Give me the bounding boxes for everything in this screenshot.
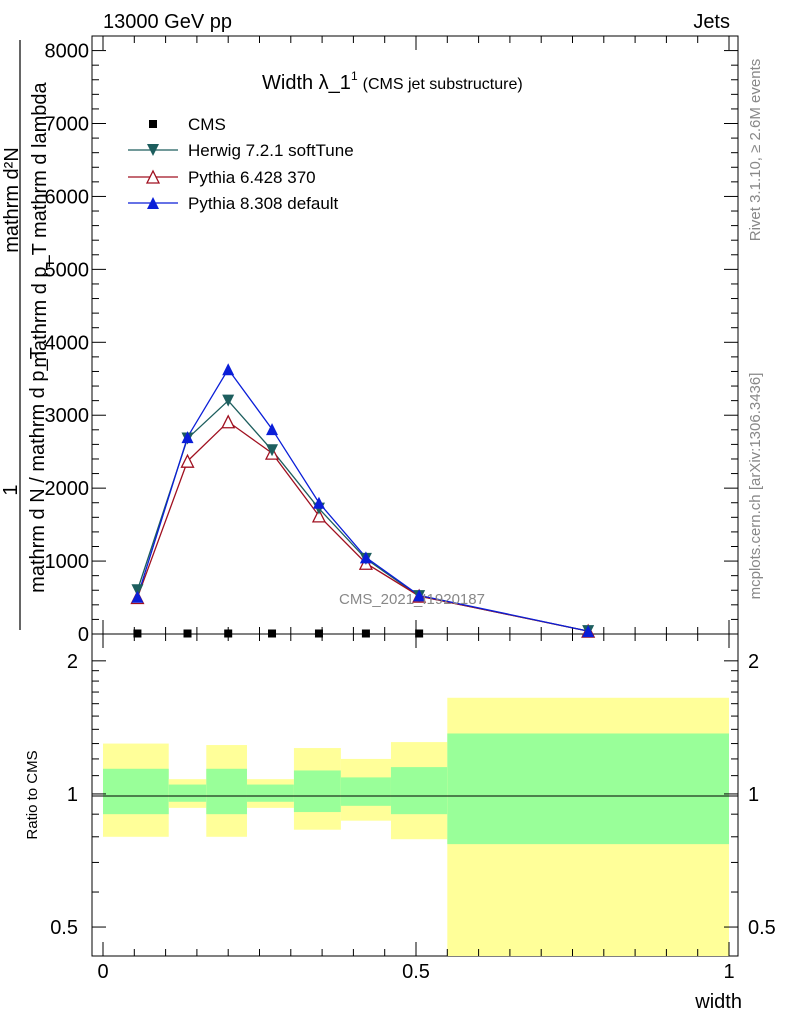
ratio-y-tick-label-right: 1 bbox=[748, 784, 759, 806]
plot-title-sub: (CMS jet substructure) bbox=[363, 76, 523, 93]
series-point-cms bbox=[133, 629, 142, 638]
y-tick-label: 6000 bbox=[45, 186, 90, 208]
series-point-pythia8 bbox=[131, 590, 144, 603]
y-tick-label: 5000 bbox=[45, 259, 90, 281]
x-tick-label: 1 bbox=[723, 961, 734, 983]
series-point-pythia8 bbox=[222, 363, 235, 376]
series-point-pythia8 bbox=[181, 431, 194, 444]
x-axis-label: width bbox=[694, 991, 742, 1013]
series-point-cms bbox=[415, 629, 424, 638]
ratio-bands bbox=[103, 697, 729, 956]
ratio-band-green bbox=[447, 733, 729, 845]
series-point-pythia6 bbox=[221, 414, 236, 429]
ratio-band-green bbox=[340, 777, 391, 806]
legend-label-herwig: Herwig 7.2.1 softTune bbox=[188, 141, 354, 160]
y-tick-label: 7000 bbox=[45, 114, 90, 136]
main-ylabel: 1 mathrm d²N mathrm d p_T mathrm d lambd… bbox=[0, 40, 51, 630]
ratio-y-tick-label: 1 bbox=[67, 784, 78, 806]
legend-marker-pythia8 bbox=[147, 197, 159, 209]
watermark: CMS_2021_I1920187 bbox=[339, 591, 485, 608]
ylabel-frac-top-mid: mathrm d p_T mathrm d lambda bbox=[29, 81, 51, 367]
series-point-pythia8 bbox=[413, 589, 426, 602]
legend: CMS Herwig 7.2.1 softTune Pythia 6.428 370… bbox=[128, 115, 354, 213]
series-point-herwig bbox=[222, 394, 235, 407]
main-axis-ticks: 0 1000 2000 3000 4000 5000 6000 7000 8000 bbox=[45, 35, 738, 646]
legend-marker-cms bbox=[149, 120, 157, 128]
series-point-herwig bbox=[266, 444, 279, 457]
series-point-pythia8 bbox=[582, 625, 595, 638]
ylabel-frac-bottom: mathrm d N / mathrm d p_T bbox=[27, 347, 49, 593]
series-point-pythia8 bbox=[312, 496, 325, 509]
series-layer bbox=[130, 363, 596, 638]
series-point-cms bbox=[314, 629, 323, 638]
ratio-band-green bbox=[390, 767, 448, 815]
header-right: Jets bbox=[693, 11, 730, 33]
mcplots-label: mcplots.cern.ch [arXiv:1306.3436] bbox=[747, 373, 764, 600]
ratio-band-green bbox=[206, 768, 247, 815]
ratio-y-tick-label-right: 2 bbox=[748, 651, 759, 673]
ratio-axis-ticks: 0.5 0.5 1 1 2 2 0 0.5 1 bbox=[50, 634, 776, 983]
legend-label-pythia8: Pythia 8.308 default bbox=[188, 194, 339, 213]
series-point-pythia8 bbox=[359, 551, 372, 564]
ratio-frame bbox=[91, 633, 739, 957]
ylabel-one: 1 bbox=[0, 484, 22, 495]
ratio-y-tick-label: 2 bbox=[67, 651, 78, 673]
x-tick-label: 0.5 bbox=[402, 961, 430, 983]
series-point-cms bbox=[183, 629, 192, 638]
plot-title-main: Width λ_1 bbox=[262, 72, 351, 94]
ratio-band-green bbox=[246, 784, 294, 802]
header-left: 13000 GeV pp bbox=[103, 11, 232, 33]
series-point-cms bbox=[268, 629, 277, 638]
ratio-band-green bbox=[168, 784, 207, 802]
ratio-y-tick-label: 0.5 bbox=[50, 917, 78, 939]
rivet-label: Rivet 3.1.10, ≥ 2.6M events bbox=[747, 59, 764, 242]
plot-title-sup: 1 bbox=[351, 69, 358, 83]
ratio-y-tick-label-right: 0.5 bbox=[748, 917, 776, 939]
legend-marker-pythia6 bbox=[145, 169, 161, 184]
y-tick-label: 0 bbox=[78, 624, 89, 646]
y-tick-label: 8000 bbox=[45, 41, 90, 63]
series-point-cms bbox=[361, 629, 370, 638]
series-point-pythia8 bbox=[266, 423, 279, 436]
ratio-ylabel: Ratio to CMS bbox=[24, 750, 41, 839]
ylabel-frac-top: mathrm d²N bbox=[1, 147, 23, 253]
ratio-band-green bbox=[103, 768, 169, 815]
series-line-pythia8 bbox=[136, 368, 589, 632]
y-tick-label: 2000 bbox=[45, 478, 90, 500]
series-point-pythia6 bbox=[311, 508, 327, 523]
series-point-cms bbox=[224, 629, 233, 638]
y-tick-label: 1000 bbox=[45, 551, 90, 573]
legend-label-cms: CMS bbox=[188, 115, 226, 134]
legend-label-pythia6: Pythia 6.428 370 bbox=[188, 168, 316, 187]
y-tick-label: 4000 bbox=[45, 332, 90, 354]
series-point-herwig bbox=[131, 584, 144, 597]
y-tick-label: 3000 bbox=[45, 405, 90, 427]
legend-marker-herwig bbox=[147, 144, 159, 156]
plot-title: Width λ_11 (CMS jet substructure) bbox=[262, 69, 523, 94]
ratio-band-green bbox=[293, 770, 341, 813]
x-tick-label: 0 bbox=[97, 961, 108, 983]
series-line-pythia6 bbox=[136, 420, 589, 632]
series-point-pythia6 bbox=[180, 453, 195, 468]
